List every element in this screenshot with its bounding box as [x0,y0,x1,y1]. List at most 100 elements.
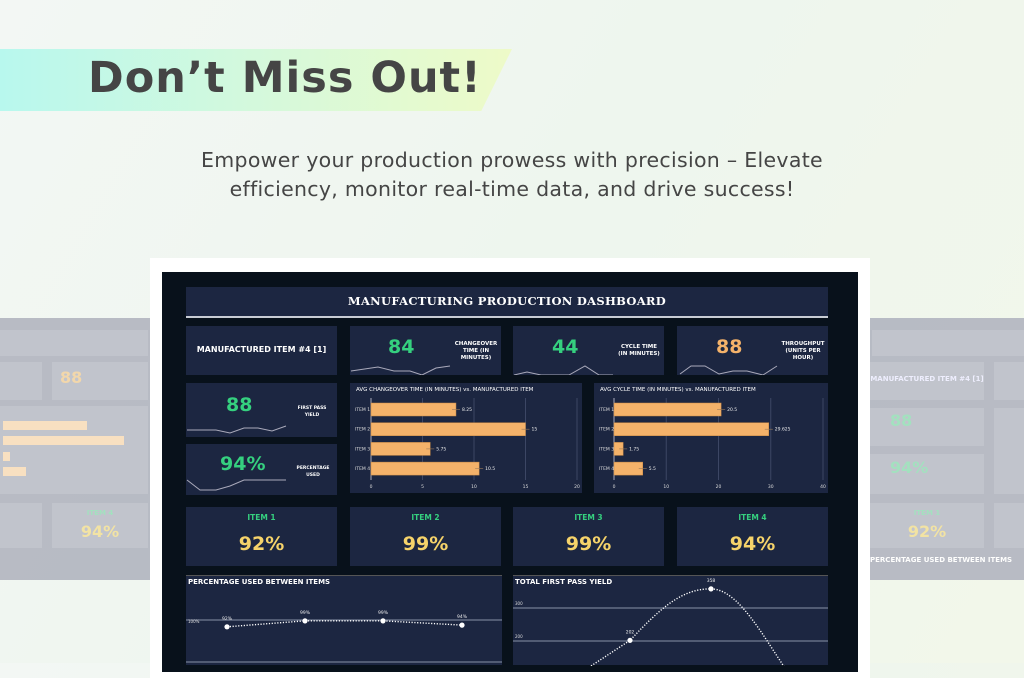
x-tick-label: 20 [574,484,580,490]
item-card-3: ITEM 3 99% [513,507,664,566]
value-label: 5.75 [436,446,446,452]
series-line [590,588,785,666]
series-line [226,620,463,628]
data-label: 94% [457,614,468,620]
selected-item-label: MANUFACTURED ITEM #4 [1] [196,345,327,354]
data-point [708,586,714,592]
data-label: 92% [222,616,233,622]
item-card-1: ITEM 1 92% [186,507,337,566]
data-point [459,622,465,628]
x-tick-label: 15 [523,484,529,490]
kpi-throughput: 88 THROUGHPUT (UNITS PER HOUR) [677,326,828,375]
divider [186,316,828,318]
bar [370,402,457,417]
x-tick-label: 0 [370,484,373,490]
chart-title: AVG CHANGEOVER TIME (IN MINUTES) vs. MAN… [356,387,534,393]
dashboard-title: MANUFACTURING PRODUCTION DASHBOARD [186,287,828,316]
data-label: 99% [378,610,389,616]
preview-panel [870,408,984,446]
percentage-used-chart: PERCENTAGE USED BETWEEN ITEMS 100% 92% 99%… [186,575,502,665]
value-label: 20.5 [727,407,737,413]
preview-panel [0,406,148,494]
data-point [224,624,230,630]
bar [370,422,526,436]
item-label: ITEM 4 [738,513,767,522]
x-tick-label: 0 [613,484,616,490]
data-label: 99% [300,610,311,616]
first-pass-yield-line-chart: 300 200 202 358 [513,578,828,666]
y-tick-label: 200 [515,634,523,639]
item-slicer[interactable]: MANUFACTURED ITEM #4 [1] [186,326,337,375]
category-label: ITEM 1 [599,407,614,413]
kpi-first-pass-yield: 88 FIRST PASS YIELD [186,383,337,437]
preview-panel [0,330,148,356]
kpi-label: FIRST PASS YIELD [297,406,327,418]
preview-panel [52,503,148,548]
category-label: ITEM 3 [355,446,370,452]
x-tick-label: 10 [471,484,477,490]
preview-label: MANUFACTURED ITEM #4 [1] [870,375,984,383]
subtitle-line: Empower your production prowess with pre… [201,148,823,172]
preview-label: ITEM 4 [86,509,114,517]
x-tick-label: 30 [768,484,774,490]
kpi-value: 44 [552,336,579,358]
item-label: ITEM 1 [247,513,276,522]
kpi-percentage-used: 94% PERCENTAGE USED [186,444,337,495]
data-point [380,618,386,624]
preview-value: 88 [890,411,913,430]
kpi-label: THROUGHPUT (UNITS PER HOUR) [781,341,825,361]
chart-title: PERCENTAGE USED BETWEEN ITEMS [188,578,331,586]
kpi-value: 88 [226,394,253,416]
value-label: 10.5 [485,466,495,472]
promo-subtitle: Empower your production prowess with pre… [0,146,1024,204]
subtitle-line: efficiency, monitor real-time data, and … [229,177,795,201]
category-label: ITEM 2 [355,427,370,433]
percentage-line-chart: 100% 92% 99% 99% 94% [186,610,502,663]
first-pass-yield-chart: TOTAL FIRST PASS YIELD 300 200 202 358 [513,575,828,666]
item-value: 94% [729,533,776,555]
item-value: 99% [565,533,612,555]
preview-label: ITEM 1 [913,509,941,517]
preview-panel [870,362,984,400]
preview-value: 92% [907,522,947,541]
preview-bar [3,436,124,445]
item-label: ITEM 2 [411,513,440,522]
x-tick-label: 10 [663,484,669,490]
kpi-value: 94% [220,453,266,475]
preview-panel [870,503,984,548]
headline: Don’t Miss Out! [88,53,482,103]
bar [613,461,643,476]
preview-bar [3,452,10,461]
sparkline [679,365,778,375]
preview-bar [3,467,26,476]
value-label: 8.25 [462,407,472,413]
bar [370,461,480,476]
chart-title: TOTAL FIRST PASS YIELD [515,578,613,586]
bar [613,402,722,417]
preview-value: 94% [80,522,120,541]
value-label: 5.5 [649,466,656,472]
item-label: ITEM 3 [574,513,603,522]
data-point [627,637,633,643]
value-label: 15 [532,427,538,433]
chart-title: AVG CYCLE TIME (IN MINUTES) vs. MANUFACT… [600,387,756,393]
sparkline [187,425,287,434]
kpi-label: CHANGEOVER TIME (IN MINUTES) [454,341,498,361]
item-value: 92% [238,533,285,555]
preview-panel [0,362,42,400]
kpi-label: CYCLE TIME (IN MINUTES) [618,344,660,357]
kpi-cycle-time: 44 CYCLE TIME (IN MINUTES) [513,326,664,375]
cycle-time-chart: AVG CYCLE TIME (IN MINUTES) vs. MANUFACT… [594,383,828,493]
item-value: 99% [402,533,449,555]
changeover-bar-chart: 0 5 10 15 20 ITEM 1 8.25 ITEM 2 15 ITEM 3 5.75 ITEM… [355,398,580,490]
sparkline [513,365,613,375]
promo-banner: Don’t Miss Out! [0,49,512,111]
category-label: ITEM 4 [599,466,614,472]
kpi-value: 88 [716,336,743,358]
item-card-4: ITEM 4 94% [677,507,828,566]
right-preview: MANUFACTURED ITEM #4 [1] 88 94% ITEM 1 9… [870,318,1024,580]
bar [613,422,770,436]
value-label: 1.75 [629,446,639,452]
item-card-2: ITEM 2 99% [350,507,501,566]
preview-panel [52,362,148,400]
